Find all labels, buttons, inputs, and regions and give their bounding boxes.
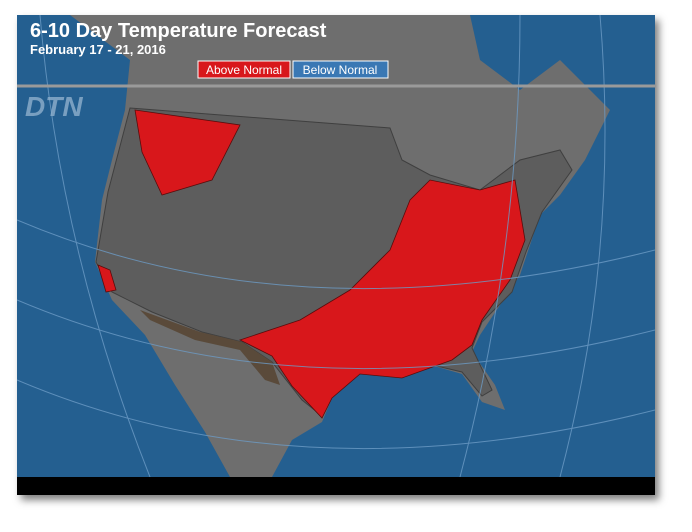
- legend-swatch-below: [292, 60, 389, 79]
- map: [17, 15, 655, 477]
- legend-label: Below Normal: [303, 63, 378, 77]
- title: 6-10 Day Temperature Forecast: [30, 20, 327, 42]
- above-normal-areas: [97, 109, 526, 419]
- legend-label: Above Normal: [206, 63, 282, 77]
- mexico-shadow: [140, 310, 280, 385]
- graticule: [17, 15, 655, 477]
- logo: DTN: [25, 91, 83, 122]
- legend-swatch-above: [197, 60, 291, 79]
- subtitle: February 17 - 21, 2016: [30, 42, 166, 57]
